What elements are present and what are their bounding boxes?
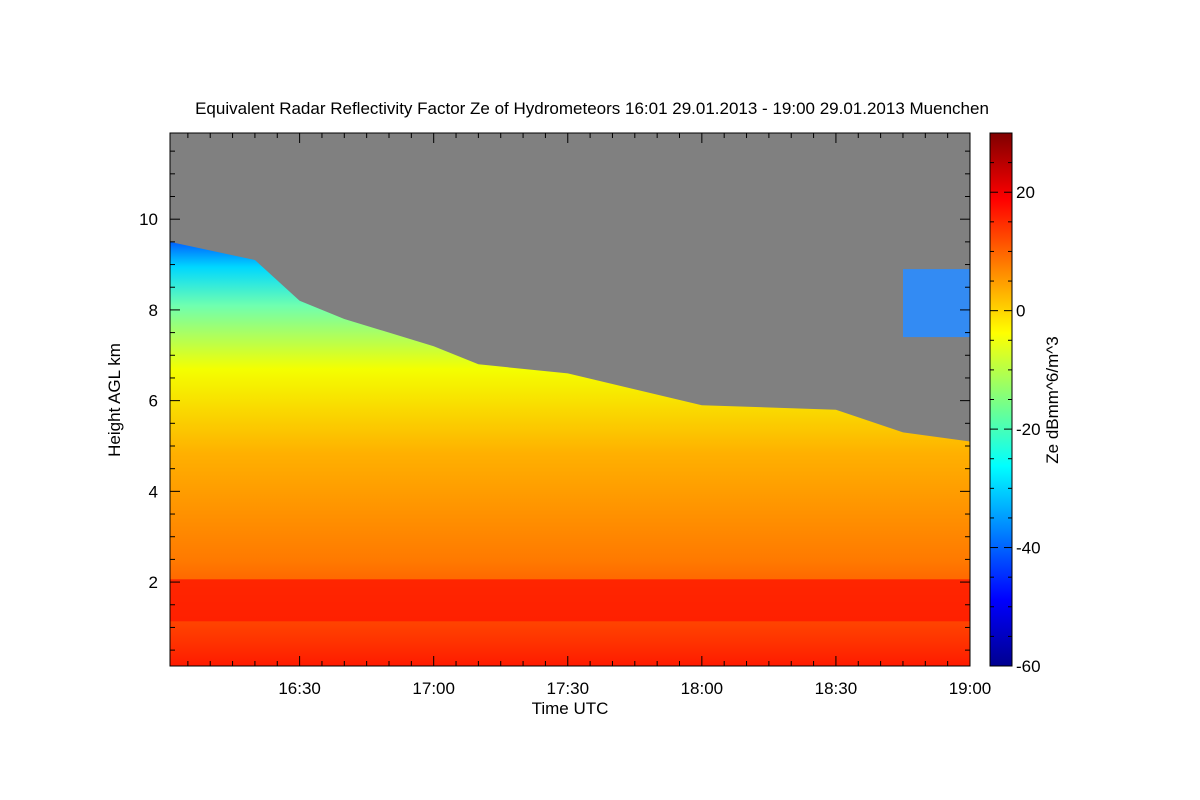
colorbar-tick-label: -60 xyxy=(1016,657,1041,676)
y-tick-label: 6 xyxy=(149,392,158,411)
x-tick-label: 19:00 xyxy=(949,679,992,698)
colorbar-tick-label: 0 xyxy=(1016,302,1025,321)
colorbar-ticks: -60 -40 -20 0 20 xyxy=(990,132,1041,676)
y-tick-label: 10 xyxy=(139,210,158,229)
plot-frame xyxy=(169,132,971,667)
melting-layer-band xyxy=(170,579,970,622)
colorbar-label: Ze dBmm^6/m^3 xyxy=(1043,336,1062,463)
x-tick-label: 16:30 xyxy=(278,679,321,698)
colorbar-tick-label: -40 xyxy=(1016,539,1041,558)
plot-area xyxy=(170,133,970,666)
y-axis-label: Height AGL km xyxy=(105,343,124,457)
x-axis: 16:30 17:00 17:30 18:00 18:30 19:00 xyxy=(187,133,992,698)
x-tick-label: 17:00 xyxy=(412,679,455,698)
x-tick-label: 18:00 xyxy=(681,679,724,698)
upper-cloud-patch xyxy=(903,269,970,338)
x-tick-label: 17:30 xyxy=(546,679,589,698)
y-tick-label: 4 xyxy=(149,482,158,501)
x-axis-label: Time UTC xyxy=(532,699,609,718)
colorbar-tick-label: -20 xyxy=(1016,420,1041,439)
chart-title: Equivalent Radar Reflectivity Factor Ze … xyxy=(195,99,989,118)
x-tick-label: 18:30 xyxy=(815,679,858,698)
y-axis: 2 4 6 8 10 xyxy=(139,150,970,651)
y-tick-label: 2 xyxy=(149,573,158,592)
y-tick-label: 8 xyxy=(149,301,158,320)
colorbar-tick-label: 20 xyxy=(1016,183,1035,202)
cloud-reflectivity-field xyxy=(170,241,970,666)
